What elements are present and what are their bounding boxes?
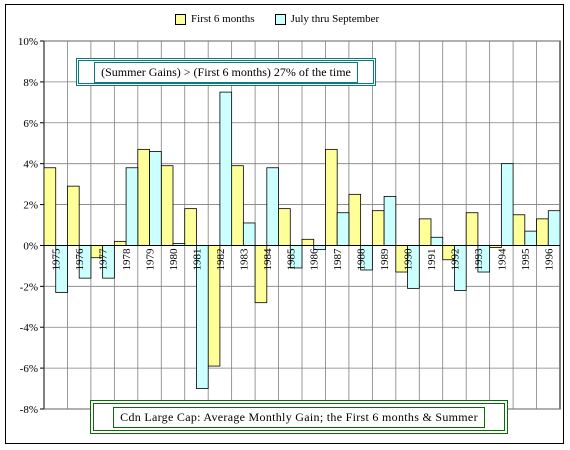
legend-item-july-thru-september: July thru September	[274, 13, 380, 25]
legend-label-first-6-months: First 6 months	[191, 13, 255, 25]
x-tick-label-1975: 1975	[51, 248, 63, 271]
bar-first-6-months-1993	[465, 212, 479, 246]
y-tick-label: -4%	[20, 322, 38, 334]
bar-july-thru-september-1987	[336, 212, 350, 246]
legend-swatch-july-thru-september	[274, 13, 286, 25]
legend-label-july-thru-september: July thru September	[290, 13, 380, 25]
chart-legend: First 6 months July thru September	[175, 11, 399, 27]
x-tick-label-1996: 1996	[543, 248, 555, 271]
y-tick-label: 2%	[23, 200, 38, 212]
x-tick-label-1981: 1981	[191, 248, 203, 270]
x-tick-label-1990: 1990	[403, 248, 415, 271]
y-tick-label: 8%	[23, 77, 38, 89]
bar-first-6-months-1985	[278, 208, 291, 246]
chart-title-box: Cdn Large Cap: Average Monthly Gain; the…	[90, 400, 508, 434]
x-tick-label-1987: 1987	[332, 248, 344, 271]
bar-first-6-months-1996	[536, 218, 549, 246]
x-tick-label-1976: 1976	[74, 248, 86, 271]
x-tick-label-1977: 1977	[98, 248, 110, 271]
x-tick-label-1982: 1982	[215, 248, 227, 270]
x-tick-label-1992: 1992	[449, 248, 461, 270]
bar-first-6-months-1987	[325, 148, 338, 246]
x-tick-label-1991: 1991	[426, 248, 438, 270]
bar-july-thru-september-1982	[219, 91, 233, 246]
bar-first-6-months-1981	[184, 208, 197, 246]
y-tick-label: 4%	[23, 159, 38, 171]
x-tick-label-1979: 1979	[145, 248, 157, 271]
x-tick-label-1985: 1985	[285, 248, 297, 271]
x-tick-label-1983: 1983	[238, 248, 250, 271]
x-tick-label-1995: 1995	[520, 248, 532, 271]
x-tick-label-1980: 1980	[168, 248, 180, 271]
bar-july-thru-september-1983	[242, 222, 256, 246]
bar-first-6-months-1986	[301, 238, 315, 246]
y-tick-label: -2%	[20, 281, 38, 293]
annotation-box: (Summer Gains) > (First 6 months) 27% of…	[76, 58, 376, 86]
bar-july-thru-september-1979	[149, 150, 162, 246]
annotation-text: (Summer Gains) > (First 6 months) 27% of…	[94, 61, 358, 83]
x-tick-label-1986: 1986	[309, 248, 321, 271]
bar-july-thru-september-1989	[383, 195, 397, 246]
bar-july-thru-september-1978	[125, 167, 139, 246]
bar-july-thru-september-1984	[266, 167, 279, 246]
x-tick-label-1984: 1984	[262, 248, 274, 271]
bar-first-6-months-1988	[348, 193, 362, 246]
bar-july-thru-september-1991	[430, 236, 444, 246]
bar-first-6-months-1978	[113, 240, 127, 246]
bar-july-thru-september-1996	[547, 210, 561, 246]
bar-first-6-months-1983	[231, 165, 244, 246]
bar-first-6-months-1979	[137, 148, 150, 246]
x-tick-label-1993: 1993	[473, 248, 485, 271]
y-tick-label: -8%	[20, 404, 38, 416]
chart-title: Cdn Large Cap: Average Monthly Gain; the…	[113, 406, 485, 428]
x-tick-label-1988: 1988	[356, 248, 368, 271]
bar-first-6-months-1989	[371, 210, 385, 246]
bar-first-6-months-1975	[43, 167, 57, 246]
legend-swatch-first-6-months	[175, 13, 186, 25]
legend-item-first-6-months: First 6 months	[175, 13, 255, 25]
bar-first-6-months-1995	[512, 214, 526, 246]
bar-first-6-months-1980	[160, 165, 174, 246]
bar-july-thru-september-1994	[500, 163, 514, 246]
bar-first-6-months-1976	[67, 185, 80, 246]
bar-first-6-months-1991	[418, 218, 432, 246]
y-tick-label: 6%	[23, 118, 38, 130]
x-tick-label-1989: 1989	[379, 248, 391, 271]
y-tick-label: 0%	[23, 240, 38, 252]
y-tick-label: 10%	[18, 36, 38, 48]
y-tick-label: -6%	[20, 363, 38, 375]
x-tick-label-1994: 1994	[496, 248, 508, 271]
x-tick-label-1978: 1978	[121, 248, 133, 271]
bar-july-thru-september-1995	[524, 230, 537, 246]
